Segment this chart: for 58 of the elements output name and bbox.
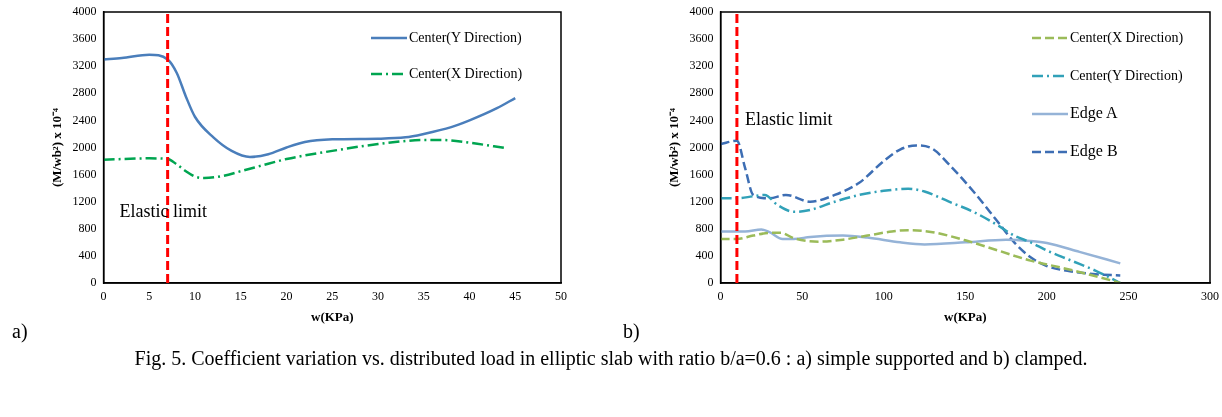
caption: Fig. 5. Coefficient variation vs. distributed load in elliptic slab with ratio b/a=0.6 : a) simple supported and b) clamped.: [133, 347, 1089, 369]
x-tick-label: 0: [100, 289, 107, 304]
legend-label: Center(Y Direction): [1070, 67, 1183, 84]
text: b): [623, 320, 640, 344]
y-tick-label: 3200: [72, 58, 97, 73]
y-tick-label: 1600: [72, 166, 97, 181]
x-tick-label: 10: [189, 289, 202, 304]
legend-label: Center(X Direction): [409, 65, 523, 82]
legend-label: Center(X Direction): [1070, 29, 1184, 46]
x-tick-label: 35: [417, 289, 430, 304]
x-tick-label: 20: [280, 289, 293, 304]
x-tick-label: 100: [874, 289, 893, 304]
y-tick-label: 2400: [689, 112, 714, 127]
x-axis-title: w(KPa): [944, 308, 987, 324]
y-tick-label: 2400: [72, 112, 97, 127]
y-tick-label: 4000: [689, 4, 714, 19]
y-tick-label: 0: [707, 275, 714, 290]
x-axis-title: w(KPa): [311, 308, 354, 324]
x-tick-label: 30: [372, 289, 385, 304]
y-tick-label: 400: [695, 248, 714, 263]
ref-line-label: Elastic limit: [744, 109, 833, 130]
x-tick-label: 5: [146, 289, 153, 304]
legend-label: Edge B: [1070, 142, 1118, 161]
x-tick-label: 200: [1037, 289, 1056, 304]
y-axis-title: (M/wb²) x 10⁻⁴: [666, 107, 682, 187]
x-tick-label: 0: [717, 289, 724, 304]
ref-line-label: Elastic limit: [119, 200, 208, 221]
y-tick-label: 800: [695, 220, 714, 235]
x-tick-label: 150: [956, 289, 975, 304]
line-series: [720, 228, 1122, 283]
y-tick-label: 2000: [689, 139, 714, 154]
y-tick-label: 2000: [72, 139, 97, 154]
legend-label: Center(Y Direction): [409, 29, 522, 46]
y-tick-label: 3200: [689, 58, 714, 73]
x-tick-label: 45: [509, 289, 522, 304]
y-tick-label: 1600: [689, 166, 714, 181]
x-tick-label: 300: [1201, 289, 1219, 304]
line-series: [720, 139, 1122, 277]
y-tick-label: 3600: [689, 31, 714, 46]
y-tick-label: 1200: [689, 193, 714, 208]
text: a): [12, 320, 28, 344]
y-tick-label: 400: [78, 248, 97, 263]
legend-label: Edge A: [1070, 104, 1118, 123]
y-tick-label: 800: [78, 220, 97, 235]
line-series: [720, 228, 1122, 265]
x-tick-label: 250: [1119, 289, 1138, 304]
x-tick-label: 50: [796, 289, 809, 304]
y-tick-label: 4000: [72, 4, 97, 19]
y-tick-label: 2800: [689, 85, 714, 100]
x-tick-label: 15: [234, 289, 247, 304]
y-tick-label: 2800: [72, 85, 97, 100]
y-tick-label: 1200: [72, 193, 97, 208]
y-tick-label: 0: [90, 275, 97, 290]
y-tick-label: 3600: [72, 31, 97, 46]
x-tick-label: 40: [463, 289, 476, 304]
x-tick-label: 50: [555, 289, 567, 304]
y-axis-title: (M/wb²) x 10⁻⁴: [49, 107, 65, 187]
x-tick-label: 25: [326, 289, 339, 304]
